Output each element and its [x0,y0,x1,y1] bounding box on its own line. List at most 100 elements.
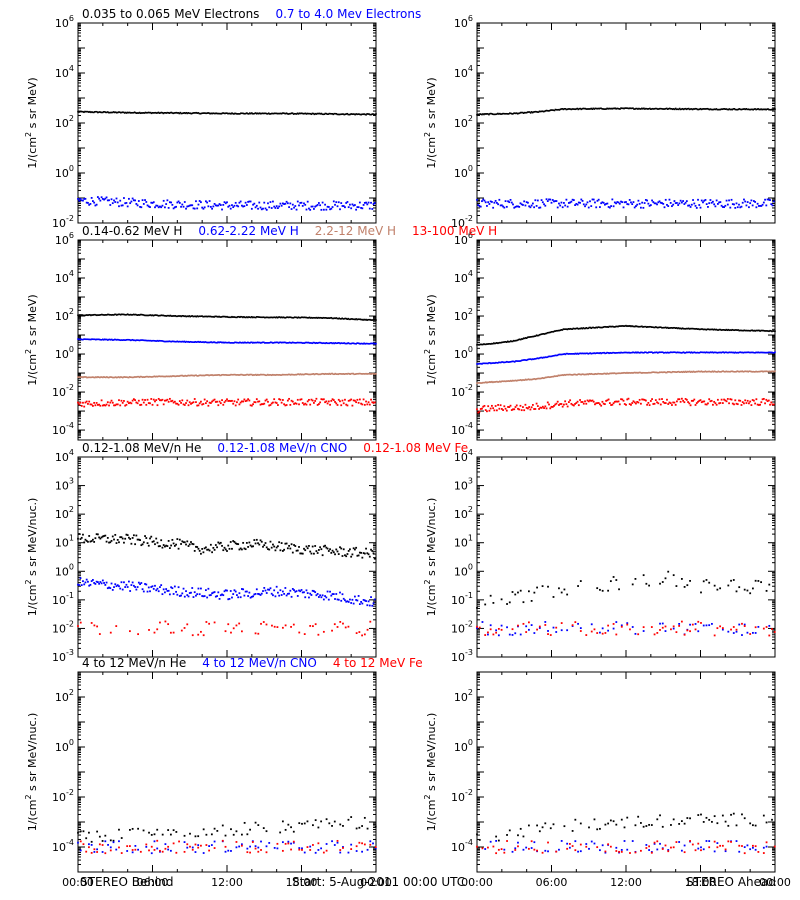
data-point [493,381,495,383]
data-point [350,602,353,604]
data-point [683,371,686,373]
data-point [253,374,255,376]
data-point [334,317,337,320]
data-point [644,108,646,110]
data-point [83,198,86,200]
data-point [180,402,182,404]
series-3 [476,397,775,414]
data-point [670,351,673,354]
data-point [759,108,761,111]
data-point [158,339,161,342]
data-point [264,112,267,115]
data-point [338,372,341,375]
data-point [215,315,217,318]
data-point [267,316,270,319]
data-point [509,112,512,115]
data-point [171,587,174,590]
data-point [209,374,211,376]
data-point [252,403,254,406]
data-point [138,314,141,316]
data-point [566,405,569,408]
data-point [119,376,122,378]
data-point [247,595,250,597]
data-point [342,318,345,320]
data-point [582,107,585,110]
data-point [508,380,511,383]
data-point [300,341,303,344]
data-point [270,592,273,595]
data-point [169,631,172,634]
data-point [745,402,748,404]
data-point [180,315,183,318]
data-point [203,112,205,114]
data-point [90,197,93,199]
data-point [193,112,196,114]
data-point [122,376,125,378]
data-point [630,201,632,204]
data-point [276,341,279,344]
data-point [341,342,344,345]
data-point [241,373,243,376]
data-point [373,342,375,345]
y-tick-label: 104 [55,64,74,80]
data-point [203,374,205,377]
data-point [325,208,328,211]
data-point [599,352,601,354]
data-point [731,328,734,331]
data-point [80,584,83,587]
data-point [321,554,324,557]
data-point [283,403,286,406]
data-point [322,342,325,344]
data-point [554,330,557,332]
data-point [208,549,211,552]
data-point [274,316,277,319]
data-point [233,373,235,376]
data-point [666,398,668,401]
data-point [111,376,114,379]
data-point [154,400,156,403]
data-point [529,408,532,411]
data-point [231,547,233,550]
y-axis-label-part: s sr MeV) [425,77,438,132]
data-point [218,341,220,344]
data-point [81,338,83,341]
data-point [529,112,532,114]
data-point [663,108,666,110]
data-point [144,583,146,585]
data-point [631,351,633,354]
data-point [356,318,358,321]
data-point [99,581,102,583]
data-point [538,110,541,113]
y-tick-label: 106 [55,231,74,247]
data-point [108,376,111,378]
data-point [236,594,238,596]
data-point [157,397,160,400]
data-point [159,205,161,208]
data-point [216,341,218,344]
data-point [112,314,115,316]
data-point [158,112,161,114]
data-point [299,341,302,344]
data-point [167,589,170,592]
data-point [759,330,761,332]
data-point [146,204,149,207]
data-point [320,208,323,211]
data-point [263,544,266,547]
data-point [293,341,296,344]
data-point [303,342,306,344]
data-point [100,313,102,316]
data-point [196,112,198,114]
data-point [272,342,275,344]
data-point [590,327,593,330]
data-point [138,339,141,342]
data-point [182,205,185,208]
data-point [641,325,643,328]
data-point [84,401,87,404]
data-point [620,372,622,375]
data-point [574,403,576,405]
data-point [147,402,150,404]
data-point [556,206,559,209]
data-point [239,547,242,550]
y-tick-label-exp: 4 [69,64,74,73]
data-point [684,201,687,204]
